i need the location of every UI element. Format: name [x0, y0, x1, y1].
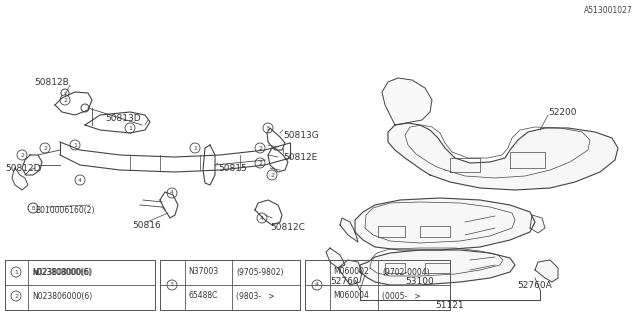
- Polygon shape: [360, 250, 515, 285]
- Text: (9702-0004): (9702-0004): [382, 268, 429, 276]
- Text: ɴ023808000(6): ɴ023808000(6): [32, 268, 91, 276]
- Text: x: x: [63, 91, 67, 95]
- Polygon shape: [535, 260, 558, 282]
- Text: M060004: M060004: [333, 292, 369, 300]
- Text: 51121: 51121: [436, 300, 464, 309]
- Polygon shape: [382, 78, 432, 125]
- Text: 4: 4: [170, 190, 174, 196]
- Text: 2: 2: [20, 153, 24, 157]
- Text: 52200: 52200: [548, 108, 577, 116]
- Circle shape: [167, 188, 177, 198]
- Text: 50812D: 50812D: [5, 164, 40, 172]
- Text: 50812C: 50812C: [270, 223, 305, 233]
- Polygon shape: [388, 123, 618, 190]
- Text: 50813G: 50813G: [283, 131, 319, 140]
- Circle shape: [75, 175, 85, 185]
- Circle shape: [263, 123, 273, 133]
- Circle shape: [312, 280, 322, 290]
- Text: 52760A: 52760A: [518, 281, 552, 290]
- Text: 52760: 52760: [331, 277, 359, 286]
- Circle shape: [255, 143, 265, 153]
- Text: 50813D: 50813D: [105, 114, 141, 123]
- Text: 3: 3: [266, 125, 270, 131]
- Text: 50816: 50816: [132, 220, 161, 229]
- Text: (0005-   >: (0005- >: [382, 292, 420, 300]
- Text: 2: 2: [270, 172, 274, 178]
- Text: A513001027: A513001027: [584, 5, 633, 14]
- Circle shape: [167, 280, 177, 290]
- Text: M060002: M060002: [333, 268, 369, 276]
- Circle shape: [81, 104, 89, 112]
- Polygon shape: [338, 260, 362, 285]
- Text: 4: 4: [78, 178, 82, 182]
- Text: N023806000(6): N023806000(6): [32, 292, 92, 300]
- Text: 3: 3: [170, 283, 174, 287]
- Circle shape: [70, 140, 80, 150]
- Circle shape: [61, 89, 69, 97]
- Circle shape: [60, 95, 70, 105]
- Circle shape: [257, 213, 267, 223]
- Polygon shape: [340, 218, 358, 242]
- Circle shape: [125, 123, 135, 133]
- Text: 1: 1: [193, 146, 197, 150]
- Text: 2: 2: [258, 146, 262, 150]
- Text: 2: 2: [43, 146, 47, 150]
- Text: (9803-   >: (9803- >: [236, 292, 275, 300]
- Circle shape: [267, 170, 277, 180]
- Text: 53100: 53100: [406, 277, 435, 286]
- Circle shape: [40, 143, 50, 153]
- Text: B010006160(2): B010006160(2): [35, 205, 95, 214]
- Text: 2: 2: [14, 293, 18, 299]
- Circle shape: [255, 158, 265, 168]
- Text: 1: 1: [14, 269, 18, 275]
- Text: 1: 1: [128, 125, 132, 131]
- Text: 2: 2: [63, 98, 67, 102]
- Text: N023808000(6): N023808000(6): [32, 268, 92, 276]
- Circle shape: [17, 150, 27, 160]
- Text: B: B: [31, 205, 35, 211]
- Text: N37003: N37003: [188, 268, 218, 276]
- Text: 2: 2: [258, 161, 262, 165]
- Text: 1: 1: [73, 142, 77, 148]
- Circle shape: [11, 267, 21, 277]
- Text: 50815: 50815: [218, 164, 247, 172]
- Circle shape: [190, 143, 200, 153]
- Text: 4: 4: [315, 283, 319, 287]
- Polygon shape: [530, 215, 545, 233]
- Text: 65488C: 65488C: [188, 292, 218, 300]
- Text: 50812B: 50812B: [35, 77, 69, 86]
- Text: (9705-9802): (9705-9802): [236, 268, 284, 276]
- Circle shape: [11, 291, 21, 301]
- Text: 50812E: 50812E: [283, 153, 317, 162]
- Text: 4: 4: [260, 215, 264, 220]
- Polygon shape: [326, 248, 345, 268]
- Polygon shape: [355, 198, 535, 250]
- Circle shape: [28, 203, 38, 213]
